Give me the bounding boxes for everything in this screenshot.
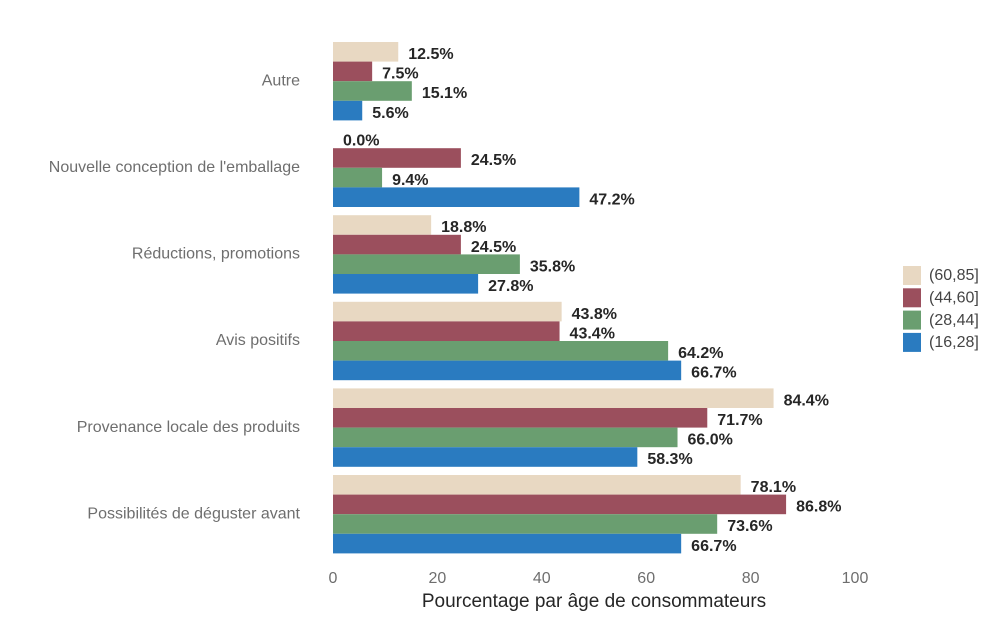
category-label: Provenance locale des produits xyxy=(77,419,300,436)
category-label: Avis positifs xyxy=(216,332,300,349)
bar xyxy=(333,321,560,341)
data-label: 66.7% xyxy=(691,538,736,555)
bar xyxy=(333,408,708,428)
bar xyxy=(333,475,741,495)
bar xyxy=(333,360,682,381)
data-label: 43.4% xyxy=(570,325,615,342)
bar xyxy=(333,388,774,408)
data-label: 64.2% xyxy=(678,345,723,362)
data-label: 0.0% xyxy=(343,133,379,150)
legend-label: (16,28] xyxy=(929,334,979,351)
category-labels: Autre Nouvelle conception de l'emballage R… xyxy=(49,72,301,522)
legend-swatch xyxy=(903,266,921,285)
legend-swatch xyxy=(903,310,921,330)
category-label: Possibilités de déguster avant xyxy=(87,505,300,522)
bar xyxy=(333,494,787,515)
bar xyxy=(333,341,669,361)
bar xyxy=(333,274,479,294)
x-tick-labels: 0 20 40 60 80 100 xyxy=(329,570,869,587)
bar xyxy=(333,301,562,322)
bar xyxy=(333,427,678,448)
data-label: 18.8% xyxy=(441,219,486,236)
data-label: 66.7% xyxy=(691,365,736,382)
data-label: 27.8% xyxy=(488,278,533,295)
legend-label: (60,85] xyxy=(929,267,979,284)
bar xyxy=(333,254,520,274)
data-label: 58.3% xyxy=(647,451,692,468)
legend: (60,85] (44,60] (28,44] (16,28] xyxy=(903,266,979,352)
bar xyxy=(333,42,399,62)
bar xyxy=(333,447,638,467)
bar xyxy=(333,100,363,121)
category-label: Réductions, promotions xyxy=(132,246,300,263)
legend-label: (44,60] xyxy=(929,290,979,307)
data-label: 73.6% xyxy=(727,518,772,535)
bar xyxy=(333,514,718,534)
data-label: 47.2% xyxy=(589,191,634,208)
bar xyxy=(333,215,432,235)
legend-swatch xyxy=(903,332,921,352)
data-label: 24.5% xyxy=(471,152,516,169)
data-label: 71.7% xyxy=(717,412,762,429)
data-label: 86.8% xyxy=(796,499,841,516)
data-label: 5.6% xyxy=(372,105,408,122)
data-label: 35.8% xyxy=(530,258,575,275)
x-tick-label: 0 xyxy=(329,570,338,587)
x-tick-label: 100 xyxy=(842,570,869,587)
x-tick-label: 80 xyxy=(742,570,760,587)
bars xyxy=(333,42,787,554)
data-label: 9.4% xyxy=(392,172,428,189)
category-label: Autre xyxy=(262,72,300,89)
bar xyxy=(333,61,373,82)
bar xyxy=(333,148,461,168)
data-label: 43.8% xyxy=(572,306,617,323)
data-label: 66.0% xyxy=(688,432,733,449)
data-label: 84.4% xyxy=(784,392,829,409)
data-label: 15.1% xyxy=(422,85,467,102)
data-label: 12.5% xyxy=(408,46,453,63)
data-label: 78.1% xyxy=(751,479,796,496)
x-axis-label: Pourcentage par âge de consommateurs xyxy=(422,591,766,612)
legend-label: (28,44] xyxy=(929,312,979,329)
bar xyxy=(333,81,412,101)
category-label: Nouvelle conception de l'emballage xyxy=(49,159,300,176)
data-label: 24.5% xyxy=(471,239,516,256)
data-labels: 12.5% 7.5%15.1% 5.6% 0.0% 24.5% 9.4% 47.2% 18.8… xyxy=(343,46,841,555)
legend-swatch xyxy=(903,288,921,308)
bar xyxy=(333,234,461,255)
x-tick-label: 60 xyxy=(637,570,655,587)
bar xyxy=(333,533,682,554)
bar xyxy=(333,167,383,188)
x-tick-label: 20 xyxy=(429,570,447,587)
x-tick-label: 40 xyxy=(533,570,551,587)
bar xyxy=(333,187,580,207)
data-label: 7.5% xyxy=(382,66,418,83)
